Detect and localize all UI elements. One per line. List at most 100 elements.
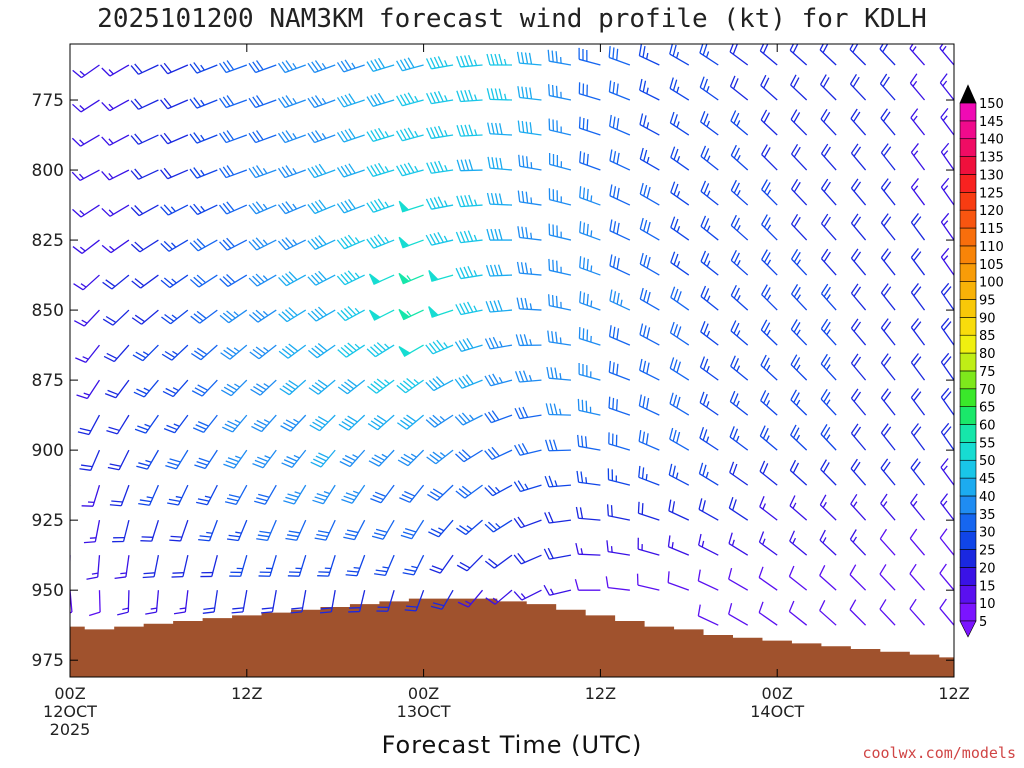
wind-barb xyxy=(75,344,100,363)
barb-staff xyxy=(115,379,130,399)
barb-half-flag xyxy=(941,45,947,52)
barb-flag xyxy=(344,454,356,462)
barb-flag xyxy=(464,124,470,136)
barb-flag xyxy=(219,314,230,324)
barb-flag xyxy=(763,77,770,89)
barb-flag xyxy=(518,407,525,419)
wind-barb xyxy=(371,519,395,540)
barb-flag xyxy=(849,564,857,575)
wind-barb xyxy=(729,44,749,66)
barb-staff xyxy=(940,116,954,136)
barb-flag xyxy=(223,349,234,358)
barb-flag xyxy=(370,346,380,356)
barb-staff xyxy=(609,265,631,276)
barb-flag xyxy=(396,60,403,72)
barb-staff xyxy=(699,402,719,416)
barb-flag xyxy=(397,422,408,430)
barb-flag xyxy=(646,256,651,269)
barb-flag xyxy=(429,416,439,426)
wind-barb xyxy=(425,56,454,70)
barb-staff xyxy=(86,379,101,399)
barb-staff xyxy=(578,445,601,451)
wind-barb xyxy=(789,459,808,486)
colorbar-segment xyxy=(959,477,977,497)
barb-staff xyxy=(850,362,867,381)
barb-flag xyxy=(669,321,675,334)
wind-barb xyxy=(81,484,101,507)
barb-flag xyxy=(189,168,198,179)
colorbar-label: 115 xyxy=(979,222,1004,237)
y-tick-label: 875 xyxy=(32,371,64,391)
wind-barb xyxy=(456,159,483,172)
barb-flag xyxy=(646,397,650,410)
wind-barb xyxy=(605,576,630,591)
barb-flag xyxy=(193,203,202,214)
barb-staff xyxy=(489,203,513,206)
wind-barb xyxy=(517,190,542,206)
barb-flag xyxy=(642,46,646,58)
barb-flag xyxy=(227,457,239,463)
barb-flag xyxy=(820,353,828,365)
barb-staff xyxy=(109,134,130,146)
barb-staff xyxy=(880,503,896,521)
barb-flag xyxy=(285,95,294,106)
barb-staff xyxy=(759,470,778,486)
wind-barb xyxy=(425,376,454,392)
barb-flag xyxy=(399,164,407,176)
barb-flag xyxy=(143,572,155,575)
barb-staff xyxy=(607,586,630,591)
barb-flag xyxy=(429,454,440,462)
barb-flag xyxy=(336,239,345,250)
barb-flag xyxy=(612,151,617,163)
barb-staff xyxy=(110,239,130,254)
wind-barb xyxy=(307,306,336,322)
barb-staff xyxy=(266,519,277,541)
barb-half-flag xyxy=(529,303,533,310)
wind-barb xyxy=(789,44,808,66)
credit-text: coolwx.com/models xyxy=(862,744,1016,762)
wind-barb xyxy=(79,449,101,471)
wind-barb xyxy=(163,414,189,434)
wind-barb xyxy=(307,163,336,179)
barb-flag xyxy=(249,351,260,360)
barb-flag xyxy=(402,572,414,576)
barb-half-flag xyxy=(144,423,151,428)
wind-barb xyxy=(761,214,778,241)
barb-flag xyxy=(407,127,415,138)
barb-staff xyxy=(489,133,513,136)
barb-flag xyxy=(101,170,110,181)
wind-barb xyxy=(130,239,159,253)
barb-half-flag xyxy=(676,261,681,268)
wind-barb xyxy=(575,506,601,521)
barb-flag xyxy=(336,132,345,143)
wind-barb xyxy=(307,235,336,250)
barb-flag xyxy=(288,307,298,316)
barb-flag xyxy=(283,459,295,465)
barb-flag xyxy=(466,301,474,313)
barb-flag xyxy=(517,86,521,98)
barb-flag xyxy=(288,343,299,352)
barb-flag xyxy=(728,532,733,544)
barb-flag xyxy=(114,576,126,580)
barb-flag xyxy=(340,309,350,320)
barb-flag xyxy=(468,124,474,136)
wind-barb xyxy=(376,589,395,612)
wind-barb xyxy=(547,49,572,66)
barb-flag xyxy=(163,240,173,250)
barb-staff xyxy=(700,225,719,241)
barb-flag xyxy=(487,448,497,459)
wind-barb xyxy=(160,239,189,252)
wind-barb xyxy=(516,261,542,276)
barb-flag xyxy=(850,283,859,294)
barb-flag xyxy=(138,502,150,506)
barb-flag xyxy=(883,391,892,402)
chart-title: 2025101200 NAM3KM forecast wind profile … xyxy=(97,4,927,34)
barb-flag xyxy=(763,392,770,404)
wind-barb xyxy=(319,590,336,614)
barb-half-flag xyxy=(262,167,268,174)
wind-barb xyxy=(670,216,690,241)
wind-barb xyxy=(819,565,837,591)
barb-flag xyxy=(793,322,801,333)
barb-flag xyxy=(370,60,378,71)
barb-flag xyxy=(730,320,737,332)
